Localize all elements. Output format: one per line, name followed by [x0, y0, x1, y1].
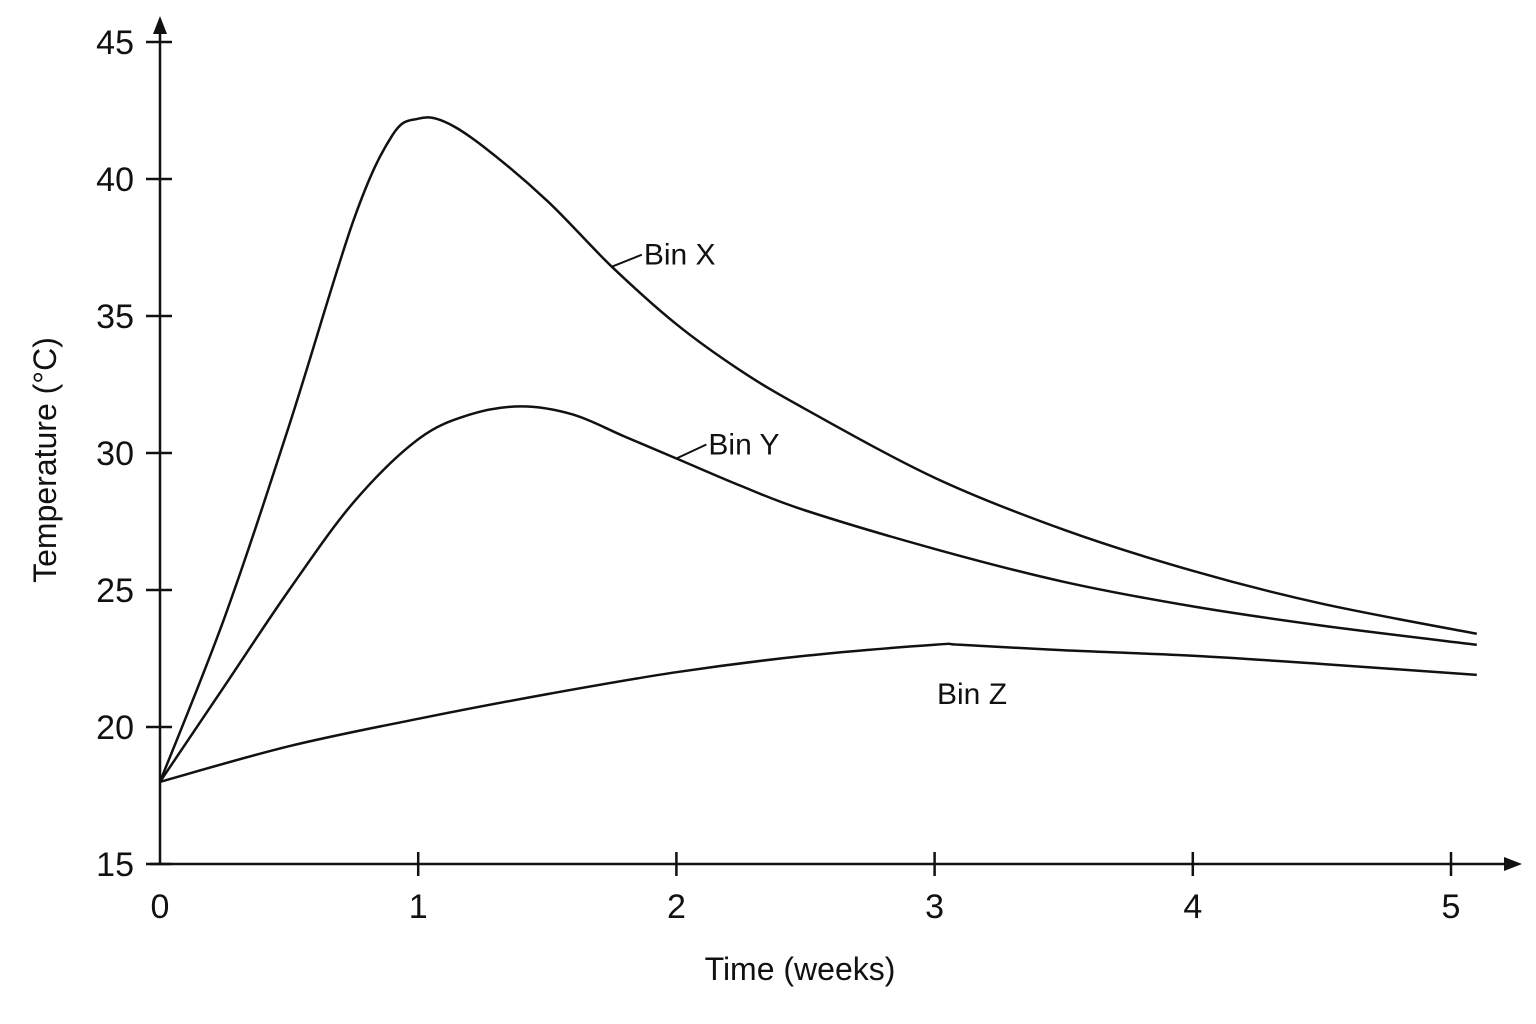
y-tick-label: 30 [96, 435, 134, 473]
x-axis-title: Time (weeks) [705, 951, 896, 987]
x-tick-label: 0 [151, 888, 170, 926]
y-tick-label: 40 [96, 161, 134, 199]
y-tick-label: 35 [96, 298, 134, 336]
y-tick-label: 20 [96, 709, 134, 747]
series-label-bin-z: Bin Z [937, 678, 1007, 711]
leader-line-bin-y [675, 443, 707, 460]
x-tick-label: 4 [1183, 888, 1202, 926]
y-tick-label: 15 [96, 846, 134, 884]
series-label-bin-x: Bin X [644, 239, 716, 272]
axes [150, 16, 1522, 871]
x-tick-label: 2 [667, 888, 686, 926]
y-axis-arrow [153, 16, 167, 34]
series-line-bin-z [159, 642, 1477, 784]
series-group [158, 116, 1478, 784]
x-tick-label: 1 [409, 888, 428, 926]
y-tick-label: 45 [96, 24, 134, 62]
series-line-bin-x [158, 116, 1478, 783]
series-labels: Bin X Bin Y Bin Z [611, 239, 1007, 711]
series-label-bin-y: Bin Y [708, 428, 779, 461]
y-tick-label: 25 [96, 572, 134, 610]
x-tick-label: 3 [925, 888, 944, 926]
x-tick-label: 5 [1442, 888, 1461, 926]
series-line-bin-y [158, 405, 1477, 783]
leader-line-bin-x [611, 253, 643, 268]
y-axis-title: Temperature (°C) [27, 337, 63, 583]
x-axis-arrow [1504, 857, 1522, 871]
